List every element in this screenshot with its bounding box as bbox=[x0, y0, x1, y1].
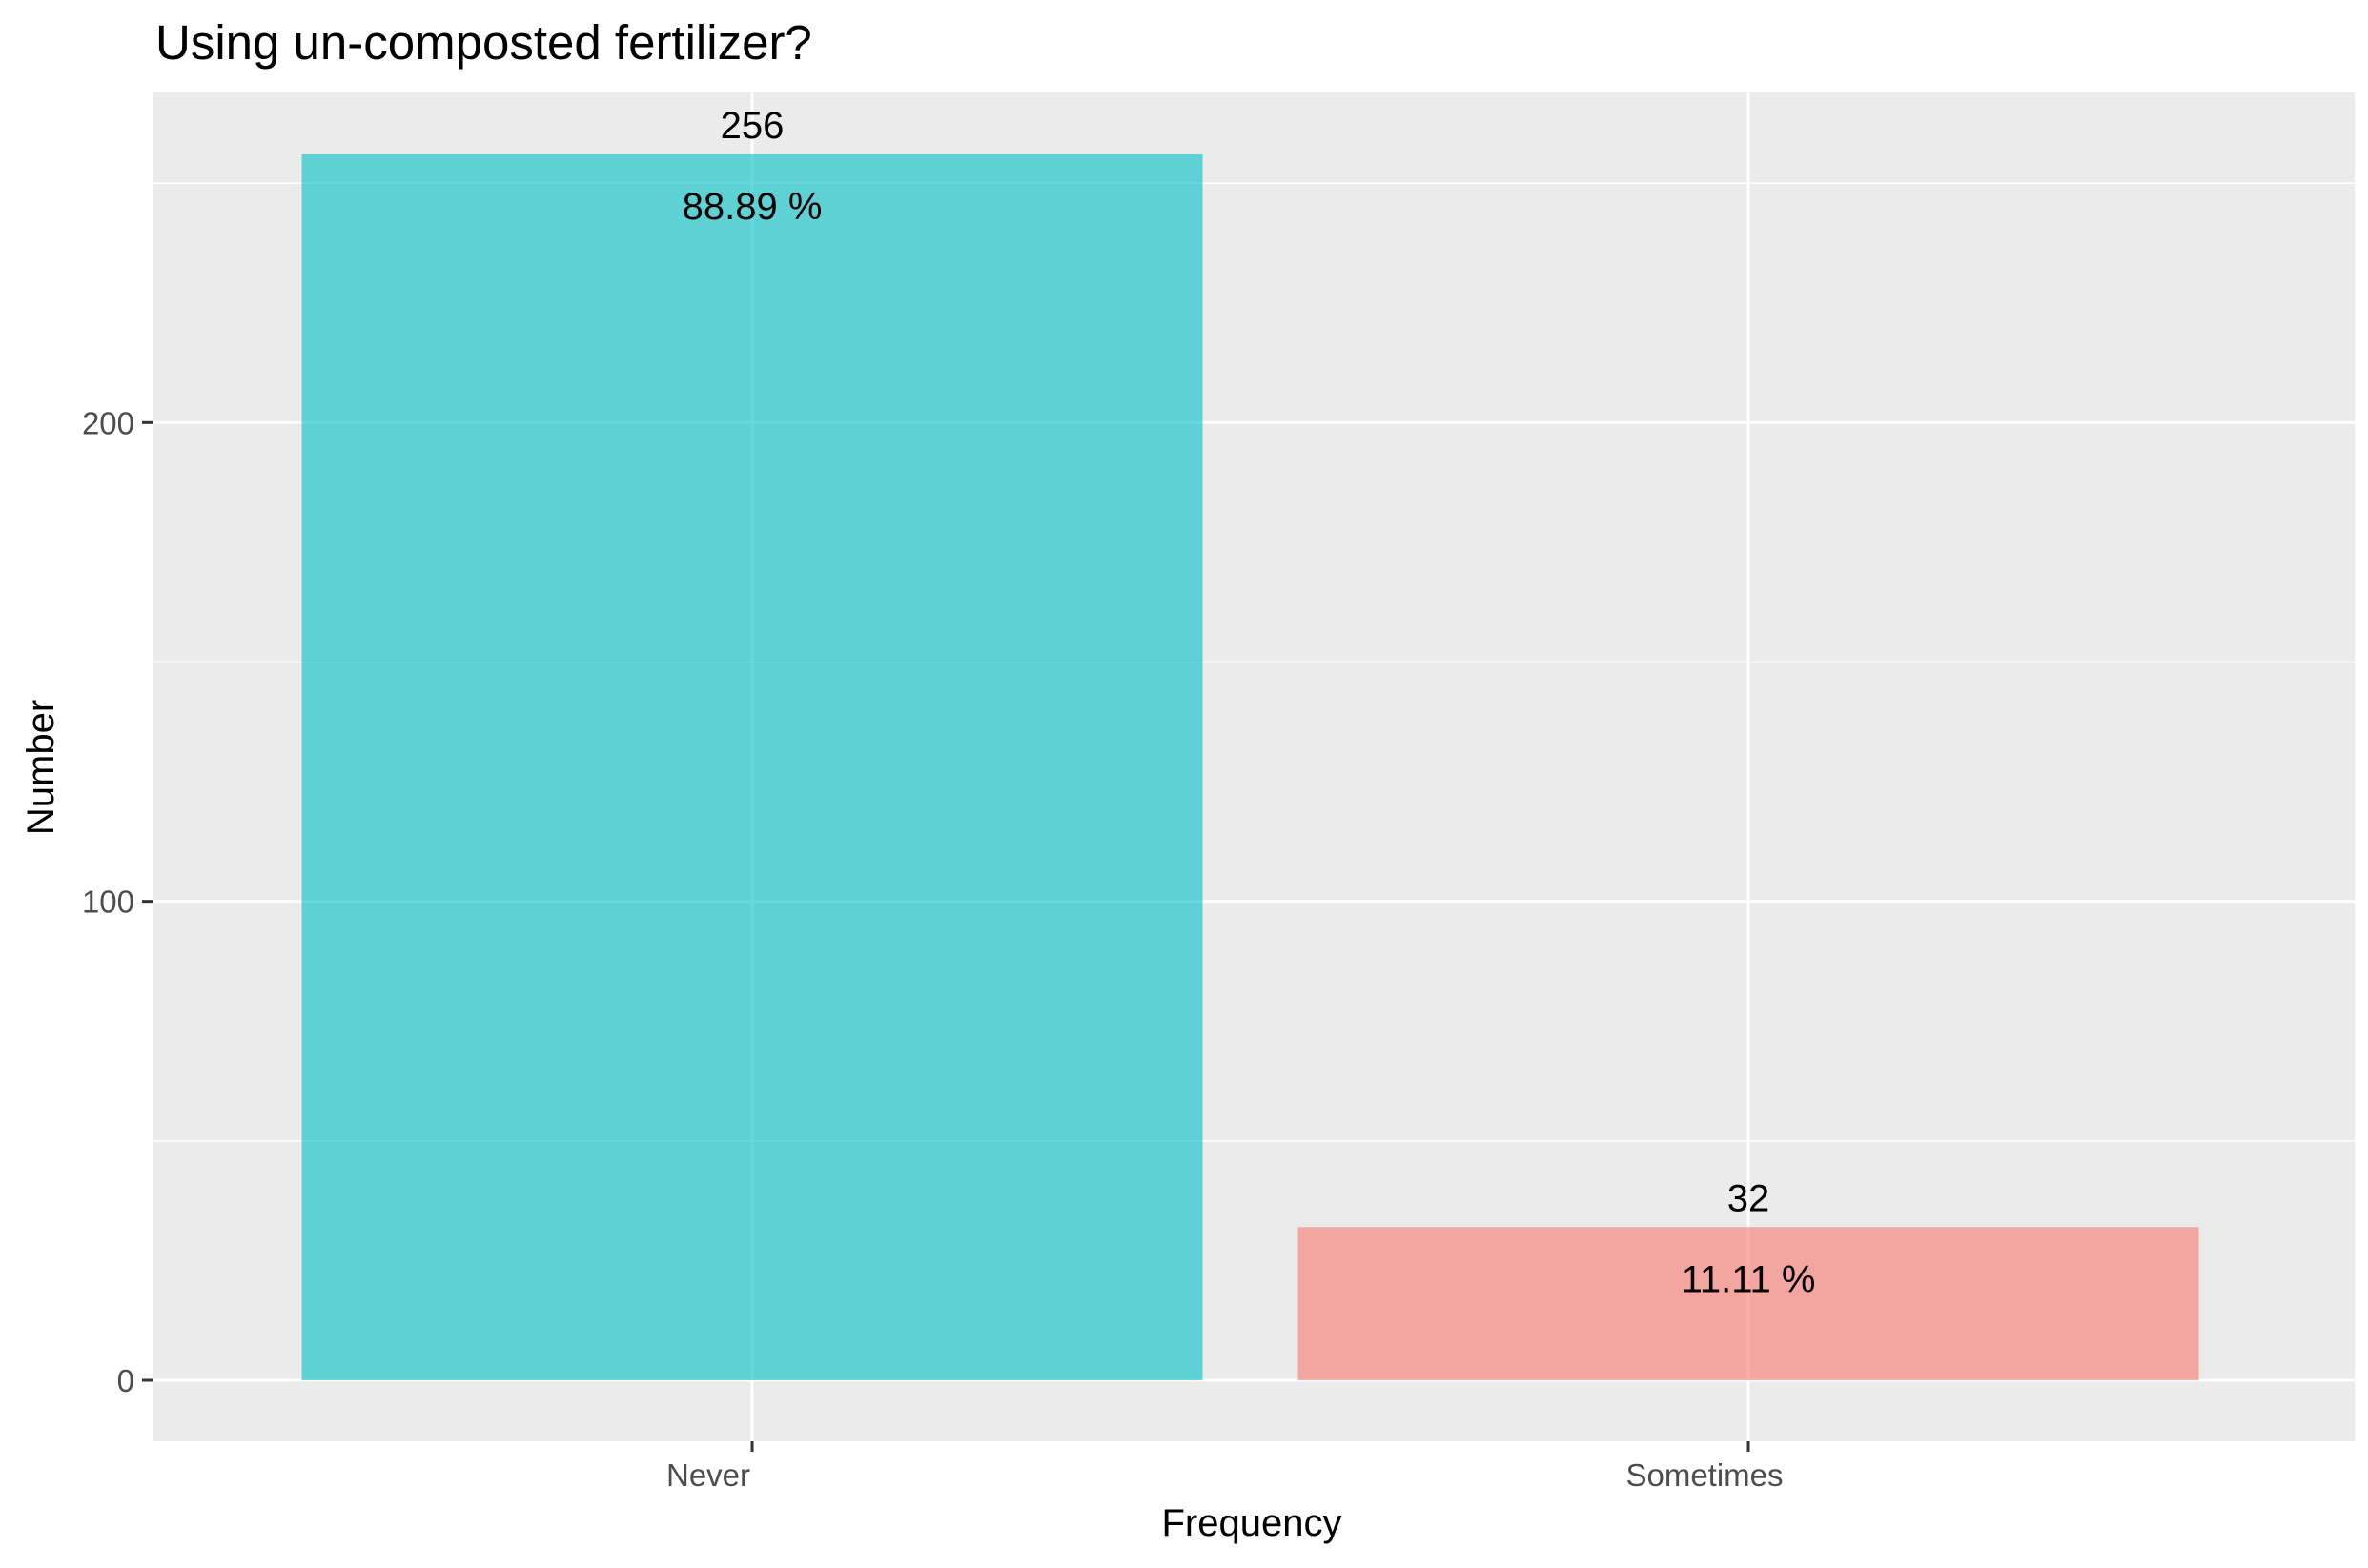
x-tick-label: Sometimes bbox=[1625, 1457, 1783, 1493]
percent-label: 11.11 % bbox=[1682, 1258, 1816, 1300]
percent-label: 88.89 % bbox=[683, 186, 823, 228]
bars-group bbox=[301, 154, 2199, 1380]
y-tick-label: 100 bbox=[82, 885, 134, 920]
value-label: 256 bbox=[721, 105, 785, 147]
y-axis-title: Number bbox=[20, 700, 62, 835]
bar-never bbox=[301, 154, 1203, 1380]
x-axis-title: Frequency bbox=[1162, 1502, 1342, 1544]
axes-group: 0 100 200 Never Sometimes bbox=[82, 405, 1784, 1493]
value-label: 32 bbox=[1727, 1177, 1770, 1219]
chart-title: Using un-composted fertilizer? bbox=[155, 15, 812, 70]
y-tick-label: 0 bbox=[117, 1363, 134, 1398]
x-tick-label: Never bbox=[666, 1457, 750, 1493]
y-tick-label: 200 bbox=[82, 405, 134, 440]
data-labels-group: 256 88.89 % 32 11.11 % bbox=[683, 105, 1816, 1300]
bar-sometimes bbox=[1297, 1227, 2199, 1380]
